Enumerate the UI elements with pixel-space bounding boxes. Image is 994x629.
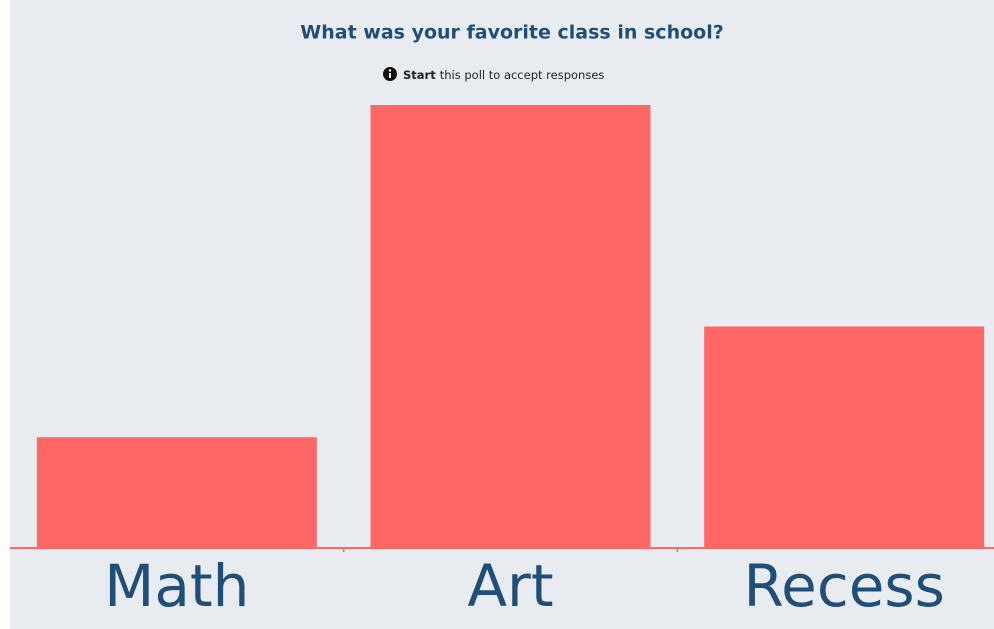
bar: [370, 105, 651, 548]
info-icon-dot: [388, 69, 392, 72]
info-icon-stem: [389, 73, 391, 78]
bar: [704, 326, 985, 548]
notice-rest: this poll to accept responses: [440, 68, 605, 82]
bar: [36, 437, 317, 548]
x-tick-label: Math: [104, 552, 249, 620]
x-tick-label: Art: [467, 552, 553, 620]
chart-title: What was your favorite class in school?: [300, 22, 723, 44]
notice-emphasis: Start: [403, 68, 436, 82]
notice-text: Start this poll to accept responses: [403, 68, 604, 82]
notice: Start this poll to accept responses: [383, 67, 604, 82]
x-tick-label: Recess: [743, 552, 944, 620]
